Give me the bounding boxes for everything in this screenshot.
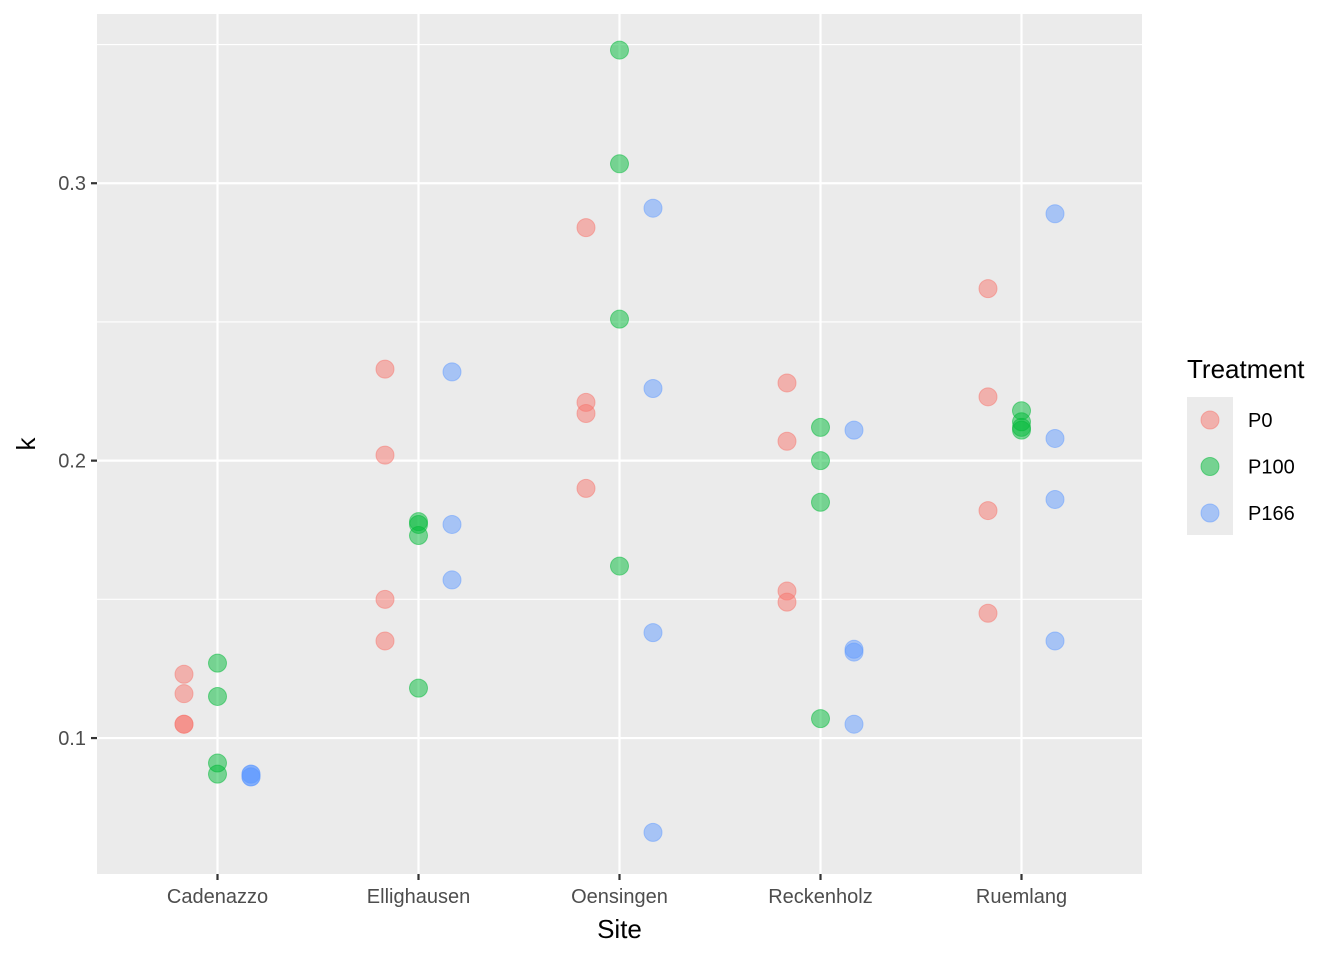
legend-label-p166: P166 xyxy=(1248,503,1295,525)
data-point-p166 xyxy=(844,714,864,734)
data-point-p100 xyxy=(811,492,830,512)
data-point-p166 xyxy=(844,420,864,440)
data-point-p100 xyxy=(409,526,428,546)
data-point-p0 xyxy=(576,478,596,498)
data-point-p0 xyxy=(978,387,998,407)
y-tick-label: 0.1 xyxy=(58,728,86,750)
data-point-p166 xyxy=(643,379,663,399)
legend-title: Treatment xyxy=(1187,354,1305,384)
data-point-p0 xyxy=(978,279,998,299)
data-point-p0 xyxy=(978,603,998,623)
legend-key-p0 xyxy=(1200,410,1220,430)
legend-label-p100: P100 xyxy=(1248,457,1295,479)
data-point-p0 xyxy=(777,373,797,393)
data-point-p0 xyxy=(777,431,797,451)
data-point-p0 xyxy=(174,664,194,684)
data-point-p100 xyxy=(208,764,227,784)
data-point-p0 xyxy=(375,589,395,609)
data-point-p0 xyxy=(576,218,596,238)
data-point-p166 xyxy=(643,822,663,842)
data-point-p166 xyxy=(1045,489,1065,509)
data-point-p166 xyxy=(643,623,663,643)
y-axis: 0.1 0.2 0.3 xyxy=(58,173,97,750)
data-point-p100 xyxy=(610,154,629,174)
x-axis-title: Site xyxy=(597,914,642,944)
data-point-p0 xyxy=(777,592,797,612)
data-point-p100 xyxy=(610,309,629,329)
data-point-p166 xyxy=(844,642,864,662)
y-tick-label: 0.2 xyxy=(58,451,86,473)
data-point-p0 xyxy=(174,714,194,734)
data-point-p0 xyxy=(174,684,194,704)
data-point-p0 xyxy=(375,359,395,379)
y-tick-label: 0.3 xyxy=(58,173,86,195)
x-tick-label: Reckenholz xyxy=(768,886,873,908)
data-point-p0 xyxy=(375,445,395,465)
legend: Treatment P0 P100 P166 xyxy=(1187,354,1305,535)
data-point-p100 xyxy=(1012,420,1031,440)
data-point-p166 xyxy=(1045,204,1065,224)
x-tick-label: Cadenazzo xyxy=(167,886,268,908)
data-point-p166 xyxy=(1045,428,1065,448)
data-point-p166 xyxy=(442,362,462,382)
legend-key-p100 xyxy=(1200,457,1220,476)
data-point-p166 xyxy=(442,570,462,590)
data-points xyxy=(174,40,1065,842)
data-point-p100 xyxy=(811,417,830,437)
legend-label-p0: P0 xyxy=(1248,410,1272,432)
x-tick-label: Ruemlang xyxy=(976,886,1067,908)
data-point-p0 xyxy=(978,501,998,521)
x-axis: Cadenazzo Ellighausen Oensingen Reckenholz R… xyxy=(167,874,1067,908)
data-point-p100 xyxy=(610,556,629,576)
data-point-p100 xyxy=(811,451,830,471)
data-point-p166 xyxy=(241,767,261,787)
data-point-p100 xyxy=(409,678,428,698)
data-point-p100 xyxy=(610,40,629,60)
data-point-p166 xyxy=(643,198,663,218)
data-point-p166 xyxy=(442,514,462,534)
data-point-p100 xyxy=(208,686,227,706)
data-point-p0 xyxy=(576,403,596,423)
data-point-p166 xyxy=(1045,631,1065,651)
data-point-p0 xyxy=(375,631,395,651)
x-tick-label: Oensingen xyxy=(571,886,668,908)
y-axis-title: k xyxy=(11,437,41,451)
x-tick-label: Ellighausen xyxy=(367,886,470,908)
data-point-p100 xyxy=(811,709,830,729)
data-point-p100 xyxy=(208,653,227,673)
legend-key-p166 xyxy=(1200,503,1220,523)
